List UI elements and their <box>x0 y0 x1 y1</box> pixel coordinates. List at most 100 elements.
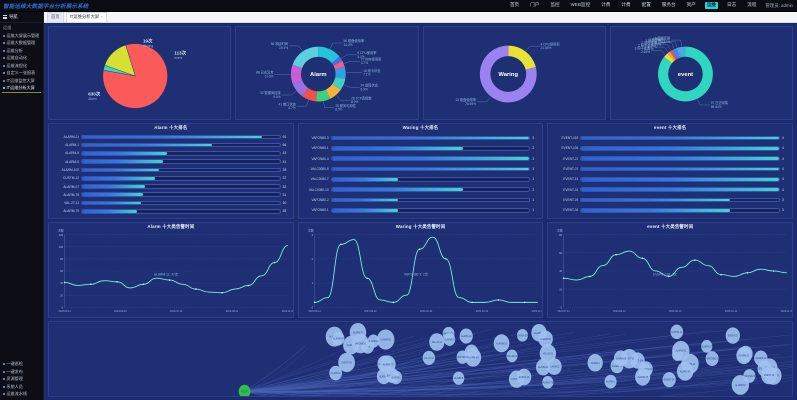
topnav-item-5[interactable]: 计费 <box>621 2 631 8</box>
network-node[interactable] <box>493 334 510 353</box>
panel-event-top10[interactable]: event 十大排名 EVENT-018 4 EVENT-104 4 EVENT-22 4… <box>547 123 794 220</box>
data-point[interactable] <box>471 301 473 304</box>
panel-alarm-trend[interactable]: Alarm 十大类告警时间 次数 0 20 40 60 80 100 120 2023-08-1… <box>48 222 294 319</box>
bar-row[interactable]: ALARM-11 91 <box>52 133 290 141</box>
network-node[interactable] <box>422 350 436 366</box>
network-node[interactable] <box>390 370 402 385</box>
network-node[interactable] <box>539 344 557 364</box>
pie-slice-event[interactable] <box>104 44 136 77</box>
sidebar-item-bottom-0[interactable]: 一键巡检 <box>0 361 43 368</box>
network-node[interactable] <box>332 331 345 346</box>
network-node[interactable] <box>662 372 676 388</box>
donut-slice-2[interactable] <box>667 51 676 62</box>
bar-row[interactable]: EVENT-01 4 <box>551 185 789 195</box>
data-point[interactable] <box>694 259 697 261</box>
network-node[interactable] <box>443 333 456 347</box>
sidebar-header[interactable]: 导航 <box>0 12 43 23</box>
data-point[interactable] <box>720 273 723 276</box>
donut-slice-4[interactable] <box>672 48 680 59</box>
sidebar-item-main-2[interactable]: 运维分析 <box>0 47 43 54</box>
data-point[interactable] <box>247 284 250 287</box>
panel-waring-donut[interactable]: Waring 4 CPU使用率 21.05% 15 磁盘使用率 78.95% <box>422 26 606 121</box>
donut-slice-6[interactable] <box>316 89 331 102</box>
network-node[interactable] <box>351 333 369 354</box>
network-node[interactable] <box>376 329 395 350</box>
bar-row[interactable]: VAFON80-2 1 <box>302 195 540 205</box>
sidebar-item-main-6[interactable]: IT运维监控大屏 <box>0 77 43 84</box>
topnav-item-3[interactable]: WEB监控 <box>570 2 591 8</box>
network-node[interactable] <box>538 330 553 348</box>
network-node[interactable] <box>725 327 740 344</box>
donut-slice-2[interactable] <box>333 60 346 70</box>
donut-slice-6[interactable] <box>677 46 686 58</box>
tab-1[interactable]: IT运维分析大屏 × <box>65 11 107 22</box>
data-point[interactable] <box>221 292 223 294</box>
topnav-item-9[interactable]: 运维 <box>704 2 719 9</box>
panel-alarm-donut[interactable]: Alarm 58 磁盘使用率 14.0% 9 CPU使用率 3.1% 77 内存使用率 3.… <box>235 26 419 121</box>
network-node[interactable] <box>670 324 684 340</box>
data-point[interactable] <box>773 270 775 272</box>
data-point[interactable] <box>589 275 591 278</box>
network-node[interactable] <box>736 346 752 365</box>
donut-slice-1[interactable] <box>663 53 674 64</box>
data-point[interactable] <box>168 279 171 281</box>
donut-slice-1[interactable] <box>331 56 343 66</box>
data-point[interactable] <box>523 301 526 304</box>
bar-row[interactable]: VAFON80-4 3 <box>302 154 540 164</box>
bar-row[interactable]: CUSTM-12 37 <box>52 174 290 182</box>
sidebar-item-main-7[interactable]: IT运维分析大屏 <box>0 84 43 91</box>
panel-alarm-top10[interactable]: Alarm 十大排名 ALARM-11 91 ALARM-1 66 ALARM-8 43 A… <box>48 123 294 220</box>
sidebar-item-main-3[interactable]: 运维自动化 <box>0 54 43 61</box>
sidebar-item-main-4[interactable]: 运维流程化 <box>0 62 43 69</box>
data-point[interactable] <box>366 277 368 280</box>
topnav-item-6[interactable]: 配置 <box>641 2 651 8</box>
donut-slice-5[interactable] <box>676 47 681 58</box>
bar-row[interactable]: VAFON80-3 3 <box>302 133 540 143</box>
data-point[interactable] <box>668 275 670 278</box>
sidebar-item-bottom-2[interactable]: 资源管理 <box>0 376 43 383</box>
topnav-item-8[interactable]: 资产 <box>686 2 696 8</box>
sidebar-item-bottom-3[interactable]: 系统人员 <box>0 383 43 390</box>
donut-slice-10[interactable] <box>292 46 319 69</box>
donut-slice-1[interactable] <box>479 45 537 103</box>
network-node[interactable] <box>429 333 445 351</box>
data-point[interactable] <box>142 283 145 286</box>
donut-slice-0[interactable] <box>657 46 713 102</box>
bar-row[interactable]: ALARM-102 39 <box>52 166 290 174</box>
donut-slice-3[interactable] <box>669 49 677 60</box>
panel-alarm-relation-network[interactable]: ALARM-1 ALARM-8 ALARM-11 ALARM-5 ALARM-79 ALA… <box>48 321 793 397</box>
network-node[interactable] <box>754 350 768 366</box>
sidebar-item-main-1[interactable]: 运维大数据管理 <box>0 39 43 46</box>
data-point[interactable] <box>563 277 565 280</box>
data-point[interactable] <box>641 257 644 260</box>
network-node[interactable] <box>516 368 532 386</box>
bar-row[interactable]: ALARM-78 31 <box>52 191 290 199</box>
network-node[interactable] <box>506 349 518 363</box>
network-node[interactable] <box>542 375 554 389</box>
bar-row[interactable]: VALC0080-13 2 <box>302 185 540 195</box>
sidebar-item-main-5[interactable]: 自定义一张报表 <box>0 69 43 76</box>
bar-row[interactable]: ALARM-1 66 <box>52 141 290 149</box>
data-point[interactable] <box>313 301 316 304</box>
panel-event-trend[interactable]: event 十大类告警时间 次数 0 20 40 60 80 2023-07-11 2023-… <box>547 222 794 319</box>
network-node[interactable] <box>535 359 551 376</box>
panel-overview-pie[interactable]: 630次 Alarm 19次 Waring 113次 event <box>48 26 232 121</box>
network-node[interactable] <box>367 334 380 348</box>
close-icon[interactable]: × <box>100 15 103 20</box>
network-node[interactable] <box>456 350 469 364</box>
topnav-item-7[interactable]: 服务台 <box>661 2 676 8</box>
data-point[interactable] <box>116 281 118 283</box>
topnav-item-11[interactable]: 流程 <box>747 2 757 8</box>
network-node[interactable] <box>701 340 713 353</box>
network-node[interactable] <box>635 368 651 386</box>
data-point[interactable] <box>418 248 421 251</box>
topnav-item-2[interactable]: 监控 <box>550 2 560 8</box>
network-node[interactable] <box>516 329 528 342</box>
data-point[interactable] <box>444 258 447 260</box>
donut-slice-5[interactable] <box>326 84 341 99</box>
data-point[interactable] <box>615 253 618 256</box>
topnav-item-10[interactable]: 日志 <box>727 2 737 8</box>
donut-slice-0[interactable] <box>507 45 536 70</box>
data-point[interactable] <box>339 243 342 246</box>
data-point[interactable] <box>746 272 749 274</box>
